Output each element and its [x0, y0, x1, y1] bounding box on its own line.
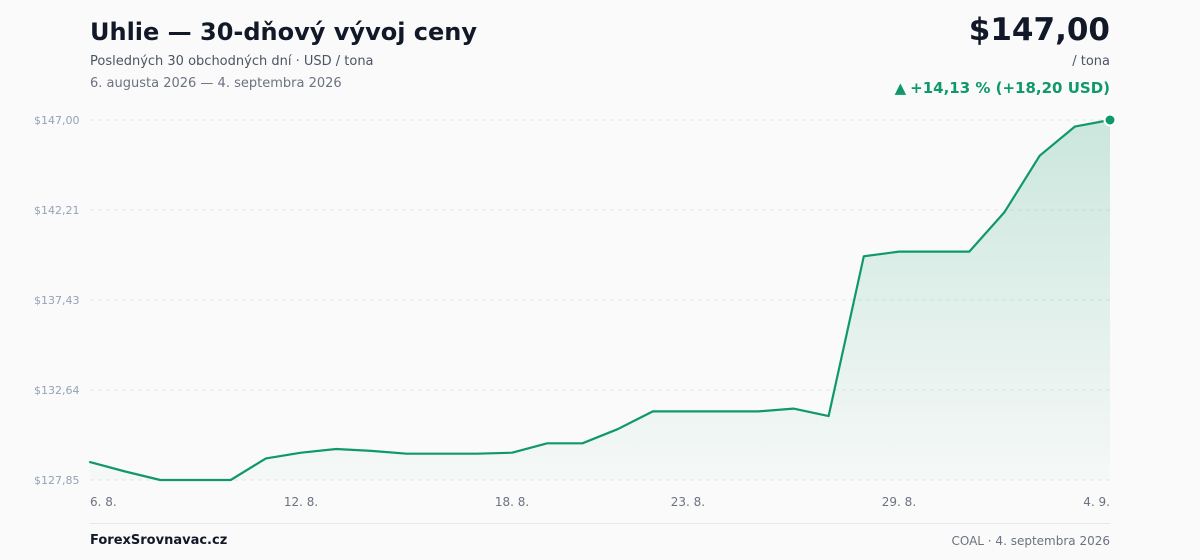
x-tick-label: 4. 9. [1083, 495, 1110, 509]
y-tick-label: $137,43 [34, 294, 80, 307]
x-tick-label: 29. 8. [882, 495, 916, 509]
y-tick-label: $142,21 [34, 204, 80, 217]
price-change: ▲ +14,13 % (+18,20 USD) [895, 79, 1110, 97]
price-unit: / tona [1072, 54, 1110, 69]
source-note: COAL · 4. septembra 2026 [951, 534, 1110, 548]
chart-title: Uhlie — 30-dňový vývoj ceny [90, 18, 478, 46]
up-arrow-icon: ▲ [894, 79, 907, 97]
y-tick-label: $147,00 [34, 114, 80, 127]
date-range: 6. augusta 2026 — 4. septembra 2026 [90, 76, 342, 91]
x-tick-label: 12. 8. [284, 495, 318, 509]
price-change-value: +14,13 % (+18,20 USD) [910, 79, 1110, 97]
x-tick-label: 18. 8. [495, 495, 529, 509]
series-area [90, 120, 1110, 480]
last-point-marker [1103, 113, 1117, 127]
footer-divider [90, 523, 1110, 524]
y-tick-label: $127,85 [34, 474, 80, 487]
x-tick-label: 6. 8. [90, 495, 117, 509]
chart-subtitle: Posledných 30 obchodných dní · USD / ton… [90, 54, 374, 69]
brand-name: ForexSrovnavac.cz [90, 533, 228, 548]
current-price: $147,00 [968, 12, 1110, 48]
x-tick-label: 23. 8. [671, 495, 705, 509]
series-line [88, 118, 1112, 482]
y-tick-label: $132,64 [34, 384, 80, 397]
